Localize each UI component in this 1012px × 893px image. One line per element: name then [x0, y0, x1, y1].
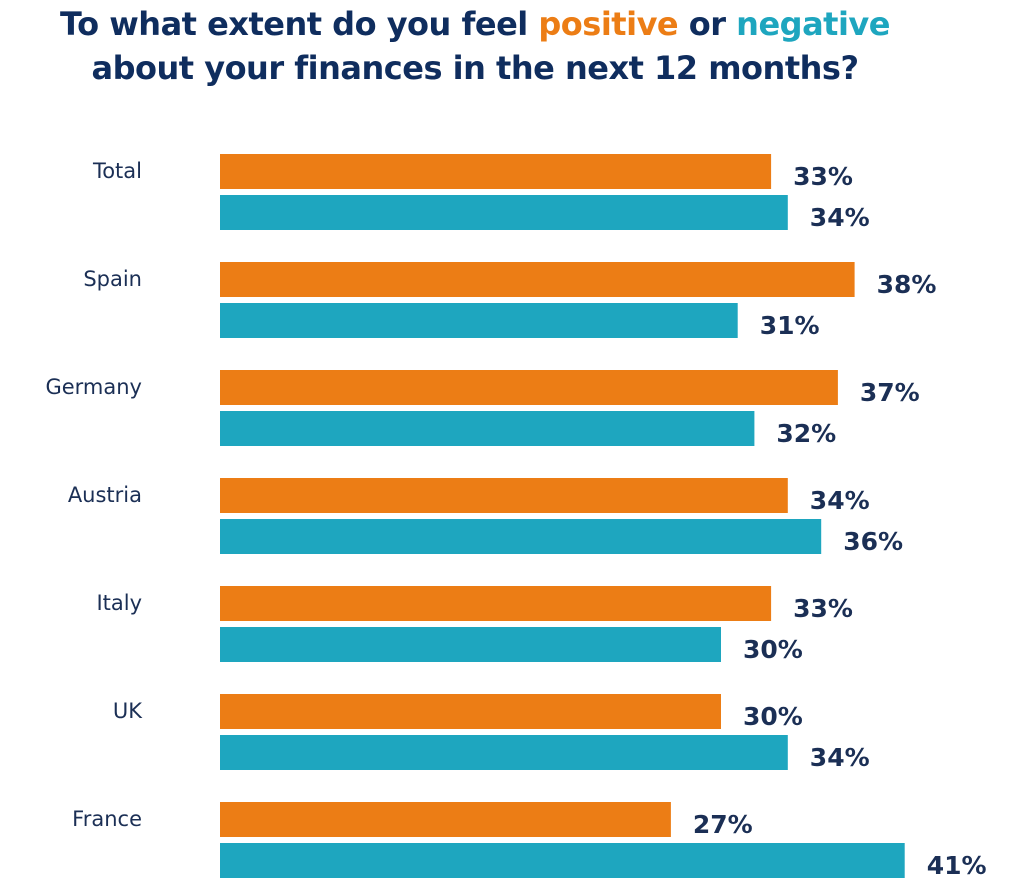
value-label-positive-spain: 38%: [877, 270, 937, 299]
bar-negative-italy: [220, 627, 721, 662]
value-label-negative-spain: 31%: [760, 311, 820, 340]
bar-negative-austria: [220, 519, 822, 554]
value-label-negative-france: 41%: [927, 851, 987, 880]
title-negative-word: negative: [736, 5, 890, 43]
category-label-france: France: [72, 807, 142, 831]
bar-negative-france: [220, 843, 905, 878]
chart-title: To what extent do you feel positive or n…: [0, 2, 950, 90]
value-label-negative-uk: 34%: [810, 743, 870, 772]
bar-positive-total: [220, 154, 772, 189]
value-label-negative-austria: 36%: [843, 527, 903, 556]
value-label-negative-total: 34%: [810, 203, 870, 232]
value-label-positive-italy: 33%: [793, 594, 853, 623]
category-label-uk: UK: [113, 699, 143, 723]
bar-negative-germany: [220, 411, 755, 446]
title-or-word: or: [678, 5, 737, 43]
bar-positive-uk: [220, 694, 721, 729]
bar-negative-total: [220, 195, 788, 230]
category-label-italy: Italy: [96, 591, 142, 615]
bar-negative-spain: [220, 303, 738, 338]
value-label-negative-germany: 32%: [776, 419, 836, 448]
category-label-germany: Germany: [45, 375, 142, 399]
title-prefix: To what extent do you feel: [60, 5, 539, 43]
category-label-spain: Spain: [83, 267, 142, 291]
bar-positive-spain: [220, 262, 855, 297]
bar-positive-austria: [220, 478, 788, 513]
title-positive-word: positive: [538, 5, 679, 43]
category-label-austria: Austria: [68, 483, 142, 507]
value-label-positive-france: 27%: [693, 810, 753, 839]
bar-positive-germany: [220, 370, 838, 405]
title-line-2: about your finances in the next 12 month…: [91, 49, 860, 87]
bar-negative-uk: [220, 735, 788, 770]
bar-positive-italy: [220, 586, 772, 621]
value-label-positive-uk: 30%: [743, 702, 803, 731]
category-label-total: Total: [92, 159, 142, 183]
bar-positive-france: [220, 802, 671, 837]
value-label-negative-italy: 30%: [743, 635, 803, 664]
value-label-positive-germany: 37%: [860, 378, 920, 407]
value-label-positive-total: 33%: [793, 162, 853, 191]
value-label-positive-austria: 34%: [810, 486, 870, 515]
